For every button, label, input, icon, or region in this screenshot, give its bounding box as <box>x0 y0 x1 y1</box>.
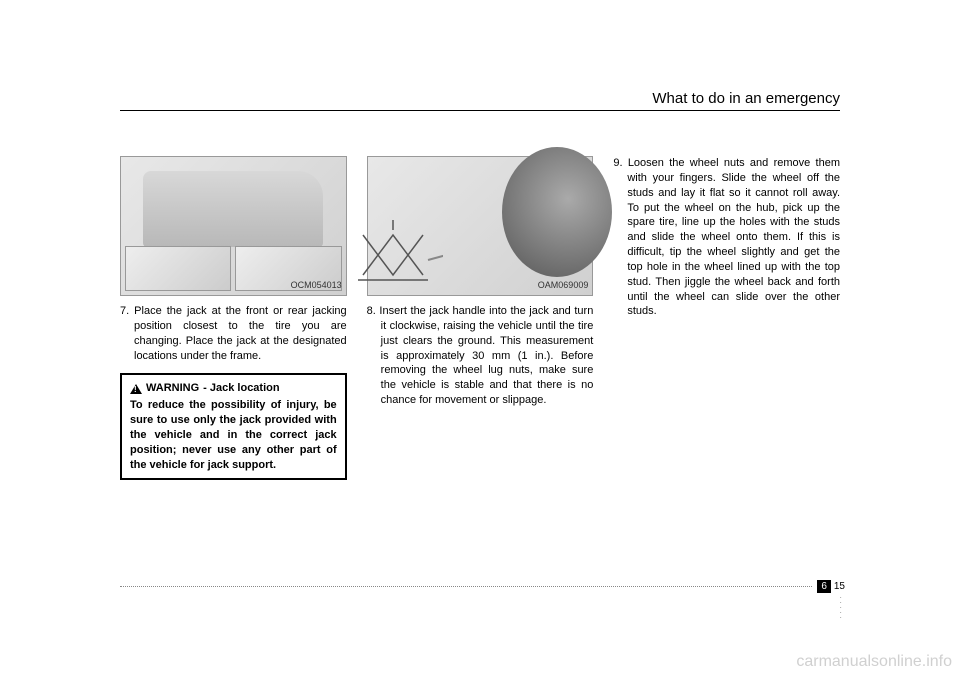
vertical-dots: ····· <box>839 595 842 620</box>
figure-label-left: OCM054013 <box>291 279 342 291</box>
column-right: 9. Loosen the wheel nuts and remove them… <box>613 156 840 480</box>
section-number: 6 <box>817 580 831 593</box>
jack-icon <box>343 205 443 285</box>
warning-label: WARNING <box>146 381 199 396</box>
footer-dotted-line <box>120 586 812 587</box>
warning-subject: - Jack location <box>203 381 279 396</box>
page-content: What to do in an emergency OCM054013 7. … <box>120 90 840 480</box>
warning-triangle-icon <box>130 384 142 394</box>
step-8-text: 8. Insert the jack handle into the jack … <box>367 304 594 408</box>
vehicle-illustration <box>143 171 323 247</box>
chapter-header: What to do in an emergency <box>120 90 840 111</box>
content-columns: OCM054013 7. Place the jack at the front… <box>120 156 840 480</box>
page-number: 6 15 <box>817 580 845 593</box>
column-left: OCM054013 7. Place the jack at the front… <box>120 156 347 480</box>
figure-label-middle: OAM069009 <box>538 279 589 291</box>
figure-jack-handle: OAM069009 <box>367 156 594 296</box>
warning-box: WARNING - Jack location To reduce the po… <box>120 373 347 480</box>
sub-figure-front-jack <box>125 246 231 291</box>
figure-jack-position: OCM054013 <box>120 156 347 296</box>
watermark-text: carmanualsonline.info <box>796 653 952 671</box>
page-number-value: 15 <box>834 581 845 592</box>
wheel-illustration <box>502 147 612 277</box>
step-7-text: 7. Place the jack at the front or rear j… <box>120 304 347 363</box>
warning-body: To reduce the possibility of injury, be … <box>130 398 337 472</box>
header-title: What to do in an emergency <box>652 90 840 107</box>
column-middle: OAM069009 8. Insert the jack handle into… <box>367 156 594 480</box>
warning-header: WARNING - Jack location <box>130 381 337 396</box>
step-9-text: 9. Loosen the wheel nuts and remove them… <box>613 156 840 319</box>
